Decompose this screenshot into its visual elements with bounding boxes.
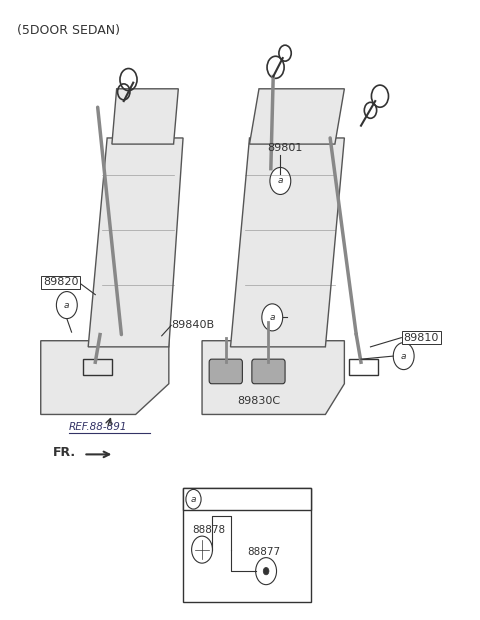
Text: 89820: 89820 <box>43 277 79 287</box>
Polygon shape <box>112 89 179 144</box>
Text: 89801: 89801 <box>267 143 303 153</box>
Text: FR.: FR. <box>53 446 76 459</box>
FancyBboxPatch shape <box>252 359 285 384</box>
Text: a: a <box>277 177 283 185</box>
Bar <box>183 488 311 510</box>
Bar <box>349 359 378 374</box>
Text: 89840B: 89840B <box>171 321 215 330</box>
Polygon shape <box>230 138 344 347</box>
Text: a: a <box>191 495 196 503</box>
Circle shape <box>270 167 291 195</box>
Circle shape <box>192 536 213 563</box>
Bar <box>183 488 311 602</box>
Text: (5DOOR SEDAN): (5DOOR SEDAN) <box>17 24 120 37</box>
Circle shape <box>393 343 414 370</box>
Text: 89810: 89810 <box>404 333 439 343</box>
Circle shape <box>56 291 77 319</box>
Bar <box>84 359 112 374</box>
Circle shape <box>263 567 269 575</box>
Text: a: a <box>64 301 70 309</box>
Circle shape <box>256 557 276 585</box>
Text: 88877: 88877 <box>247 547 280 557</box>
Polygon shape <box>41 341 169 414</box>
Circle shape <box>186 489 201 509</box>
Circle shape <box>262 304 283 331</box>
Text: 88878: 88878 <box>192 525 226 535</box>
FancyBboxPatch shape <box>209 359 242 384</box>
Polygon shape <box>250 89 344 144</box>
Polygon shape <box>88 138 183 347</box>
Text: a: a <box>401 352 407 361</box>
Polygon shape <box>202 341 344 414</box>
Text: REF.88-891: REF.88-891 <box>69 422 128 432</box>
Text: 89830C: 89830C <box>238 396 281 406</box>
Text: a: a <box>269 313 275 322</box>
